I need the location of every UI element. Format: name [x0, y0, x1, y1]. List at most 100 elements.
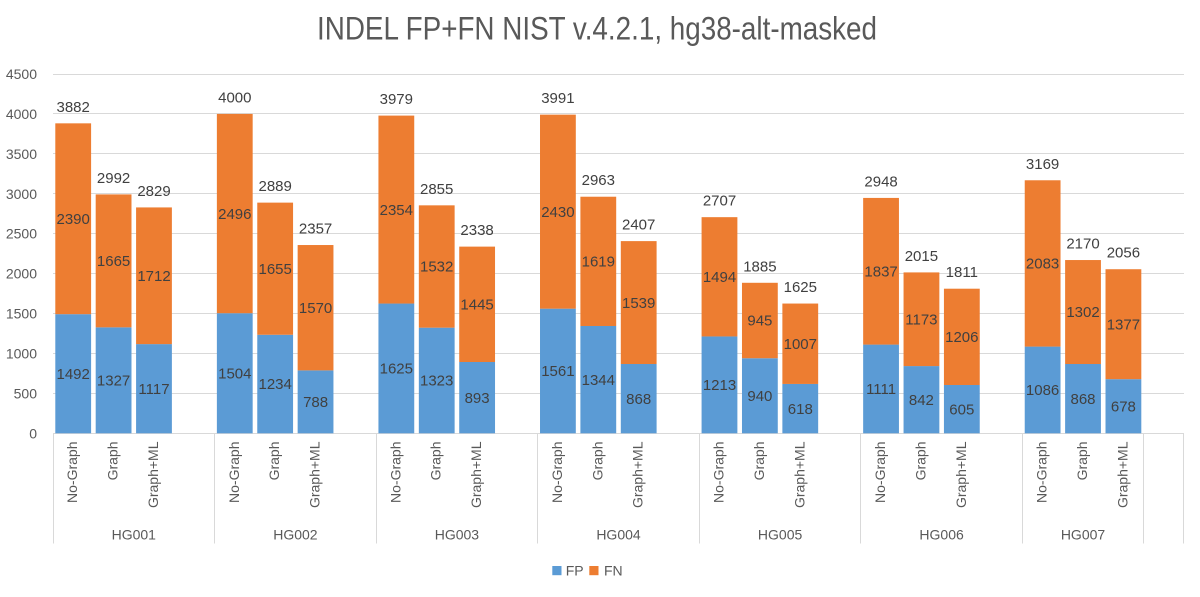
svg-text:3979: 3979 — [380, 91, 413, 108]
svg-text:1504: 1504 — [218, 366, 251, 383]
svg-text:1885: 1885 — [743, 258, 776, 275]
svg-text:Graph: Graph — [589, 442, 605, 481]
svg-text:1655: 1655 — [259, 261, 292, 278]
svg-text:1445: 1445 — [460, 297, 493, 314]
svg-text:1561: 1561 — [541, 363, 574, 380]
svg-text:Graph+ML: Graph+ML — [307, 441, 323, 508]
svg-text:1173: 1173 — [905, 311, 937, 328]
svg-text:1234: 1234 — [259, 376, 292, 393]
svg-text:Graph: Graph — [751, 442, 767, 481]
svg-text:1111: 1111 — [866, 381, 896, 398]
svg-text:1206: 1206 — [945, 329, 978, 346]
svg-text:No-Graph: No-Graph — [226, 442, 242, 503]
svg-text:HG003: HG003 — [435, 527, 480, 543]
svg-text:3991: 3991 — [541, 90, 574, 107]
svg-text:3169: 3169 — [1026, 156, 1059, 173]
svg-text:HG002: HG002 — [273, 527, 318, 543]
svg-text:2354: 2354 — [380, 202, 413, 219]
svg-text:Graph+ML: Graph+ML — [1114, 441, 1130, 508]
svg-text:2170: 2170 — [1066, 236, 1099, 253]
svg-text:893: 893 — [465, 390, 490, 407]
svg-text:2707: 2707 — [703, 193, 736, 210]
svg-text:1539: 1539 — [622, 295, 655, 312]
svg-text:945: 945 — [747, 313, 772, 330]
svg-text:2496: 2496 — [218, 206, 251, 223]
svg-text:2015: 2015 — [905, 248, 938, 265]
svg-text:2390: 2390 — [57, 211, 90, 228]
svg-text:2948: 2948 — [864, 173, 897, 190]
svg-text:4000: 4000 — [6, 106, 37, 122]
svg-text:1619: 1619 — [582, 254, 615, 271]
svg-text:1117: 1117 — [138, 381, 169, 398]
svg-text:No-Graph: No-Graph — [1034, 442, 1050, 503]
svg-text:1712: 1712 — [137, 268, 170, 285]
svg-text:1377: 1377 — [1107, 316, 1140, 333]
svg-text:1302: 1302 — [1066, 304, 1099, 321]
svg-text:2000: 2000 — [6, 266, 37, 282]
svg-text:Graph+ML: Graph+ML — [791, 441, 807, 508]
svg-text:2338: 2338 — [460, 222, 493, 239]
svg-text:Graph+ML: Graph+ML — [630, 441, 646, 508]
svg-text:2963: 2963 — [582, 172, 615, 189]
svg-text:1492: 1492 — [57, 366, 90, 383]
svg-text:868: 868 — [626, 391, 651, 408]
svg-text:2083: 2083 — [1026, 256, 1059, 273]
svg-text:1532: 1532 — [420, 259, 453, 276]
svg-text:2500: 2500 — [6, 226, 37, 242]
svg-text:1811: 1811 — [946, 264, 978, 281]
svg-text:1086: 1086 — [1026, 382, 1059, 399]
svg-text:No-Graph: No-Graph — [872, 442, 888, 503]
svg-text:2855: 2855 — [420, 181, 453, 198]
svg-text:Graph+ML: Graph+ML — [145, 441, 161, 508]
svg-text:Graph: Graph — [266, 442, 282, 481]
svg-text:2056: 2056 — [1107, 245, 1140, 262]
svg-text:FP: FP — [566, 562, 584, 578]
svg-text:No-Graph: No-Graph — [387, 442, 403, 503]
svg-text:4500: 4500 — [6, 66, 37, 82]
svg-text:940: 940 — [747, 388, 772, 405]
svg-text:1327: 1327 — [97, 373, 130, 390]
svg-text:No-Graph: No-Graph — [549, 442, 565, 503]
svg-text:1500: 1500 — [6, 306, 37, 322]
svg-text:1344: 1344 — [582, 372, 615, 389]
svg-text:No-Graph: No-Graph — [711, 442, 727, 503]
svg-text:Graph+ML: Graph+ML — [468, 441, 484, 508]
svg-text:Graph: Graph — [428, 442, 444, 481]
svg-text:1494: 1494 — [703, 269, 736, 286]
svg-text:3882: 3882 — [57, 99, 90, 116]
svg-text:Graph: Graph — [105, 442, 121, 481]
svg-text:INDEL FP+FN NIST v.4.2.1, hg38: INDEL FP+FN NIST v.4.2.1, hg38-alt-maske… — [317, 11, 877, 47]
svg-text:HG007: HG007 — [1061, 527, 1106, 543]
svg-text:1213: 1213 — [703, 377, 736, 394]
svg-text:500: 500 — [14, 385, 38, 401]
svg-text:HG006: HG006 — [919, 527, 964, 543]
svg-text:1000: 1000 — [6, 346, 37, 362]
svg-text:1837: 1837 — [864, 264, 897, 281]
svg-text:HG001: HG001 — [112, 527, 157, 543]
svg-text:2430: 2430 — [541, 204, 574, 221]
svg-text:605: 605 — [949, 401, 974, 418]
svg-text:1570: 1570 — [299, 300, 332, 317]
svg-text:1625: 1625 — [380, 361, 413, 378]
svg-text:HG004: HG004 — [596, 527, 641, 543]
svg-text:788: 788 — [303, 394, 328, 411]
svg-text:868: 868 — [1070, 391, 1095, 408]
svg-text:1665: 1665 — [97, 253, 130, 270]
svg-text:2407: 2407 — [622, 217, 655, 234]
svg-text:2992: 2992 — [97, 170, 130, 187]
svg-text:842: 842 — [909, 392, 934, 409]
svg-text:618: 618 — [788, 401, 813, 418]
svg-text:1323: 1323 — [420, 373, 453, 390]
svg-text:Graph: Graph — [912, 442, 928, 481]
svg-text:FN: FN — [604, 562, 623, 578]
svg-text:0: 0 — [29, 425, 37, 441]
svg-text:No-Graph: No-Graph — [64, 442, 80, 503]
svg-text:3500: 3500 — [6, 146, 37, 162]
svg-text:1625: 1625 — [784, 279, 817, 296]
svg-text:4000: 4000 — [218, 89, 251, 106]
svg-text:1007: 1007 — [784, 336, 817, 353]
svg-text:HG005: HG005 — [758, 527, 803, 543]
svg-text:Graph+ML: Graph+ML — [953, 441, 969, 508]
svg-text:2829: 2829 — [137, 183, 170, 200]
svg-text:2357: 2357 — [299, 221, 332, 238]
